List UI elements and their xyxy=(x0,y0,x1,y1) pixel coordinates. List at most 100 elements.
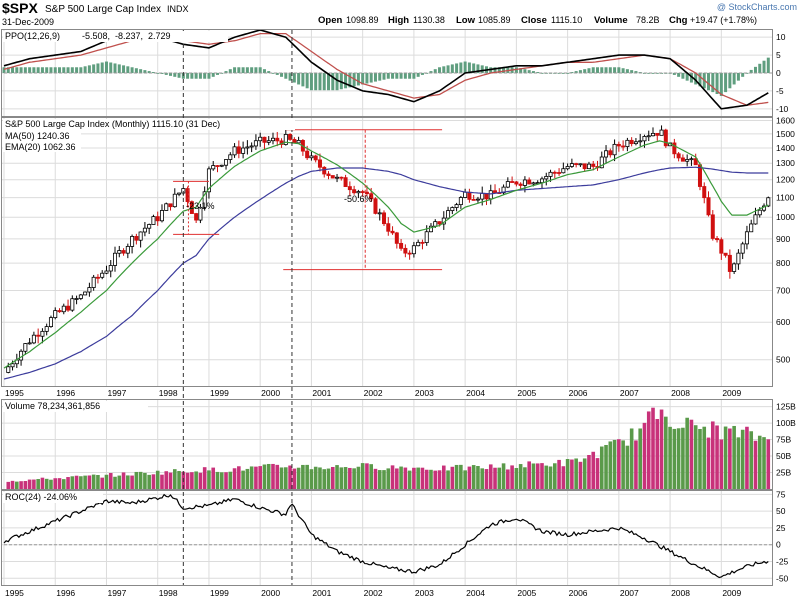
high-value: 1130.38 xyxy=(413,15,445,25)
price-layer xyxy=(3,125,771,380)
volume-bar xyxy=(66,477,70,489)
candle-body xyxy=(471,199,476,201)
ppo-histogram-bar xyxy=(309,73,313,91)
volume-bar xyxy=(488,464,493,489)
x-tick-label: 1998 xyxy=(159,388,178,398)
ppo-histogram-bar xyxy=(420,73,424,75)
candle-body xyxy=(347,186,352,191)
volume-bar xyxy=(249,466,254,489)
candle-body xyxy=(335,176,340,179)
candle-body xyxy=(373,198,378,214)
volume-bar xyxy=(608,441,613,489)
candle-body xyxy=(757,209,762,216)
volume-bar xyxy=(723,426,728,489)
volume-bar xyxy=(330,466,335,489)
candle-body xyxy=(249,145,254,148)
x-tick-label: 2000 xyxy=(261,588,280,598)
volume-bar xyxy=(151,474,156,489)
volume-bar xyxy=(407,470,412,489)
volume-bar xyxy=(369,464,374,489)
chg-label: Chg xyxy=(669,15,688,26)
ppo-histogram-bar xyxy=(630,70,634,73)
ppo-histogram-bar xyxy=(480,65,484,73)
candle-body xyxy=(377,212,382,215)
candle-body xyxy=(693,158,698,166)
volume-bar xyxy=(138,471,143,489)
volume-bar xyxy=(70,476,75,489)
ppo-histogram-bar xyxy=(203,73,207,79)
candle-body xyxy=(364,191,369,195)
volume-bar xyxy=(117,475,122,489)
ppo-histogram-bar xyxy=(566,73,570,74)
volume-bar xyxy=(309,469,314,489)
ppo-legend-label: PPO(12,26,9) xyxy=(5,31,60,41)
ma-legend: MA(50) 1240.36 xyxy=(5,131,70,141)
volume-bar xyxy=(177,471,181,489)
candle-body xyxy=(266,140,271,143)
volume-bar xyxy=(437,470,442,489)
volume-bar xyxy=(395,468,399,489)
ppo-histogram-bar xyxy=(655,73,659,74)
ppo-histogram-bar xyxy=(378,73,382,81)
candle-body xyxy=(172,193,177,208)
price-y-tick: 1300 xyxy=(776,158,795,168)
x-tick-label: 2008 xyxy=(671,388,690,398)
ppo-histogram-bar xyxy=(493,67,497,73)
ppo-histogram-bar xyxy=(198,73,202,79)
ppo-histogram-bar xyxy=(113,63,117,73)
ppo-histogram-bar xyxy=(476,64,480,73)
ppo-histogram-bar xyxy=(143,70,147,73)
candle-body xyxy=(185,188,190,203)
candle-body xyxy=(202,191,207,208)
candle-body xyxy=(360,191,365,193)
ppo-histogram-bar xyxy=(92,64,96,73)
ppo-histogram-bar xyxy=(536,72,540,73)
ppo-histogram-bar xyxy=(258,67,262,73)
ppo-histogram-bar xyxy=(758,63,762,73)
volume-bar xyxy=(57,478,62,489)
x-tick-label: 2005 xyxy=(517,588,536,598)
volume-bar xyxy=(215,471,220,489)
candle-body xyxy=(245,146,250,149)
candle-body xyxy=(40,330,45,337)
volume-bar xyxy=(668,426,672,489)
candle-body xyxy=(95,276,100,279)
candle-body xyxy=(740,243,745,254)
ppo-histogram-bar xyxy=(399,73,403,79)
volume-bar xyxy=(450,466,455,489)
volume-bar xyxy=(753,440,758,489)
volume-bar xyxy=(296,467,301,489)
volume-bar xyxy=(49,479,53,489)
volume-bar xyxy=(454,464,459,489)
candle-body xyxy=(403,247,408,254)
ppo-histogram-bar xyxy=(732,73,736,85)
candle-body xyxy=(206,168,211,193)
ppo-histogram-bar xyxy=(100,62,104,73)
volume-bar xyxy=(749,431,754,489)
ppo-histogram-bar xyxy=(156,73,160,74)
volume-bar xyxy=(728,428,732,489)
ppo-histogram-bar xyxy=(446,65,450,73)
volume-bar xyxy=(44,478,49,489)
candle-body xyxy=(275,137,280,142)
volume-bar xyxy=(96,474,100,489)
candle-body xyxy=(164,203,169,211)
volume-bar xyxy=(689,419,694,489)
candle-body xyxy=(10,363,15,368)
candle-body xyxy=(446,210,451,219)
close-label: Close xyxy=(521,15,547,26)
candle-body xyxy=(437,221,442,225)
candle-body xyxy=(198,206,203,221)
candle-body xyxy=(113,252,118,266)
volume-bar xyxy=(604,444,608,489)
roc-y-tick: -50 xyxy=(776,573,789,583)
volume-bar xyxy=(655,419,660,489)
price-y-tick: 1100 xyxy=(776,193,795,203)
candle-body xyxy=(633,141,638,145)
close-value: 1115.10 xyxy=(551,15,582,25)
candle-body xyxy=(702,186,707,199)
volume-bar xyxy=(565,459,570,489)
volume-bar xyxy=(535,463,540,489)
volume-bar xyxy=(732,425,736,489)
ppo-y-tick: 0 xyxy=(776,68,781,78)
